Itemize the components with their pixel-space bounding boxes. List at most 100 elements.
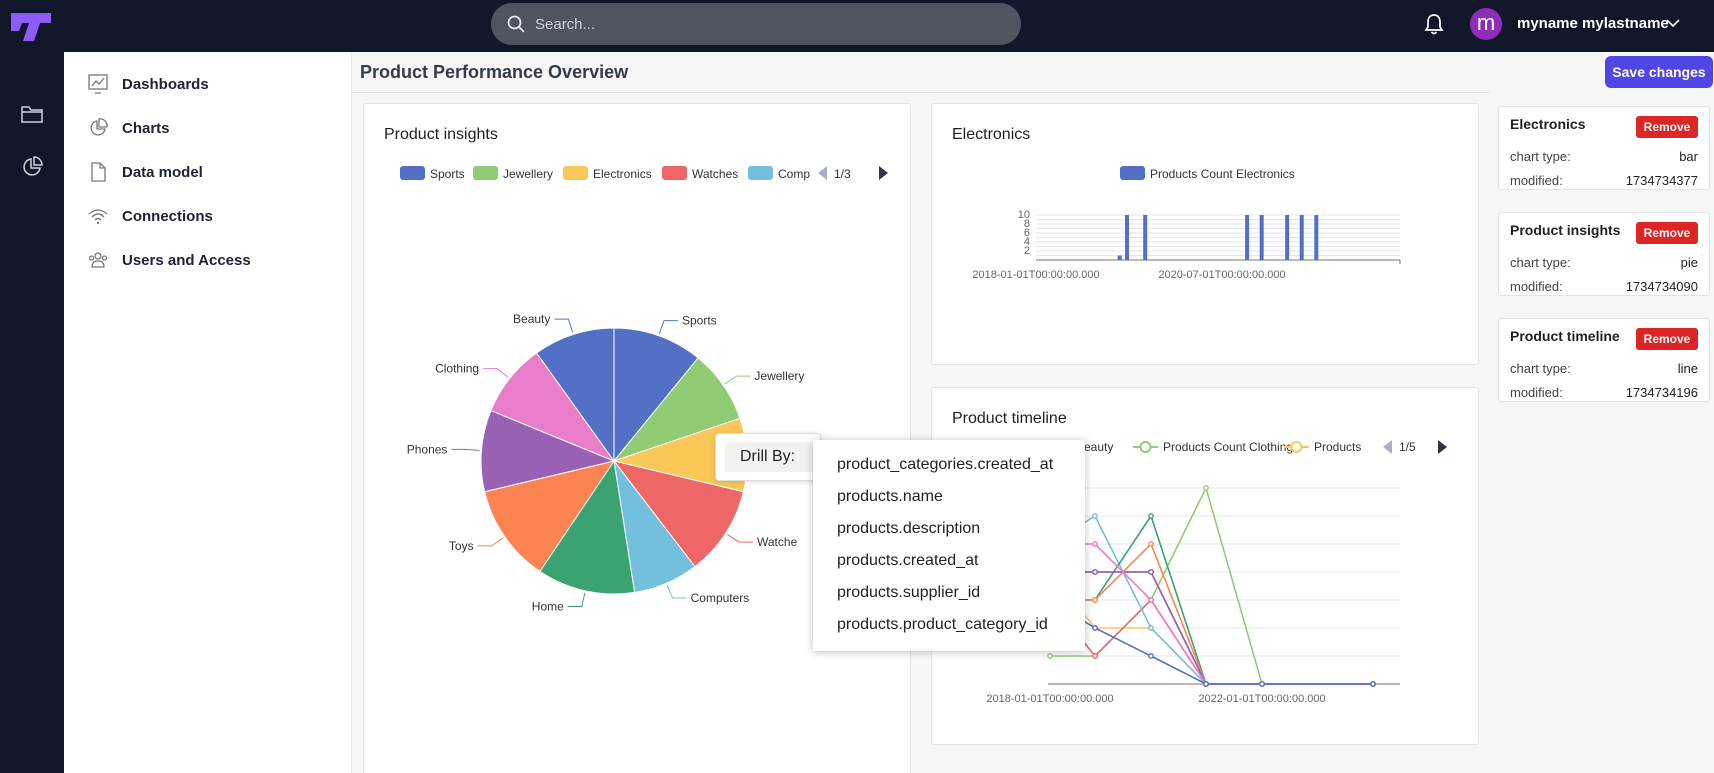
drill-option[interactable]: products.supplier_id xyxy=(837,584,981,601)
bar-electronics[interactable] xyxy=(1143,215,1148,260)
bar-electronics[interactable] xyxy=(1314,215,1319,260)
sidebar-item-users-and-access[interactable]: Users and Access xyxy=(88,246,251,274)
chart-type-label: chart type: xyxy=(1510,255,1571,270)
user-name[interactable]: myname mylastname xyxy=(1517,15,1669,32)
line-series-jewellery[interactable] xyxy=(1050,485,1373,685)
pie-slice-phones[interactable] xyxy=(480,409,616,493)
line-point-home[interactable] xyxy=(1148,513,1154,519)
line-point-phones[interactable] xyxy=(1148,569,1154,575)
bar-electronics[interactable] xyxy=(1245,215,1250,260)
drill-option[interactable]: products.product_category_id xyxy=(837,616,1048,633)
line-point-jewellery[interactable] xyxy=(1047,653,1053,659)
drill-option[interactable]: products.name xyxy=(837,488,943,505)
y-tick-label: 6 xyxy=(1024,227,1030,239)
legend-sports[interactable]: Sports xyxy=(430,167,465,181)
bar-electronics[interactable] xyxy=(1125,215,1129,260)
line-series-beauty[interactable] xyxy=(1049,599,1373,685)
product-timeline-line-chart[interactable]: Beauty Products Count Clothing Products … xyxy=(932,432,1480,732)
line-point-beauty[interactable] xyxy=(1259,681,1265,687)
line-point-phones[interactable] xyxy=(1092,569,1098,575)
modified-row: modified: 1734734090 xyxy=(1510,279,1698,294)
legend-jewellery[interactable]: Jewellery xyxy=(503,167,553,181)
line-point-clothing[interactable] xyxy=(1092,541,1098,547)
legend-products[interactable]: Products xyxy=(1314,440,1361,454)
legend-prev-icon[interactable] xyxy=(818,166,827,180)
pie-label-line xyxy=(451,448,480,452)
line-series-toys[interactable] xyxy=(1050,542,1373,685)
card-title: Product insights xyxy=(384,126,498,143)
side-item-title: Product timeline xyxy=(1510,328,1620,344)
pie-slice-watches[interactable] xyxy=(612,460,744,568)
search-input[interactable] xyxy=(535,3,1005,45)
bar-electronics[interactable] xyxy=(1285,215,1290,260)
chart-type-value: bar xyxy=(1679,149,1698,164)
legend-computers[interactable]: Comp xyxy=(778,167,810,181)
legend-marker-products xyxy=(1290,441,1303,453)
pie-label-sports: Sports xyxy=(682,314,717,328)
search-bar[interactable] xyxy=(491,3,1021,45)
pie-label-jewellery: Jewellery xyxy=(754,369,804,383)
legend-watches[interactable]: Watches xyxy=(692,167,738,181)
side-list-item-product-timeline[interactable]: Product timeline Remove chart type: line … xyxy=(1498,318,1710,402)
chart-type-row: chart type: line xyxy=(1510,361,1698,376)
chevron-down-icon[interactable] xyxy=(1665,18,1681,28)
sidebar-item-label: Users and Access xyxy=(122,251,251,269)
bar-electronics[interactable] xyxy=(1117,255,1122,261)
save-changes-button[interactable]: Save changes xyxy=(1605,56,1713,88)
line-point-beauty[interactable] xyxy=(1203,681,1209,687)
avatar[interactable]: m xyxy=(1470,8,1502,40)
line-point-beauty[interactable] xyxy=(1148,653,1154,659)
legend-products-count-clothing[interactable]: Products Count Clothing xyxy=(1163,440,1293,454)
drill-option[interactable]: products.description xyxy=(837,520,981,537)
sidebar-item-data-model[interactable]: Data model xyxy=(88,158,203,186)
folder-icon[interactable] xyxy=(20,104,44,124)
side-list-item-product-insights[interactable]: Product insights Remove chart type: pie m… xyxy=(1498,212,1710,296)
app-logo-icon[interactable] xyxy=(9,10,53,44)
sidebar-item-dashboards[interactable]: Dashboards xyxy=(88,70,209,98)
pie-slice-toys[interactable] xyxy=(484,460,616,573)
legend-next-icon[interactable] xyxy=(1438,440,1447,454)
legend-products-count-electronics[interactable]: Products Count Electronics xyxy=(1150,167,1295,181)
legend-swatch-electronics xyxy=(563,166,588,180)
remove-button[interactable]: Remove xyxy=(1636,116,1698,138)
remove-button[interactable]: Remove xyxy=(1636,222,1698,244)
line-point-beauty[interactable] xyxy=(1092,625,1098,631)
side-list-item-electronics[interactable]: Electronics Remove chart type: bar modifi… xyxy=(1498,106,1710,190)
drill-option[interactable]: products.created_at xyxy=(837,552,979,569)
pie-label-line xyxy=(666,584,687,599)
drill-option[interactable]: product_categories.created_at xyxy=(837,456,1054,473)
line-point-computers[interactable] xyxy=(1092,513,1098,519)
card-title: Product timeline xyxy=(952,410,1067,427)
line-series-clothing[interactable] xyxy=(1050,543,1373,685)
sidebar-item-label: Connections xyxy=(122,207,213,225)
sidebar-item-connections[interactable]: Connections xyxy=(88,202,213,230)
notification-bell-icon[interactable] xyxy=(1424,13,1444,35)
line-point-computers[interactable] xyxy=(1148,625,1154,631)
product-insights-pie-chart[interactable]: Sports Jewellery Electronics Watches Com… xyxy=(364,144,912,764)
pie-chart-icon[interactable] xyxy=(20,155,44,179)
legend-page: 1/5 xyxy=(1399,440,1416,454)
legend-beauty[interactable]: Beauty xyxy=(1076,440,1113,454)
pie-slice-home[interactable] xyxy=(539,459,636,595)
modified-value: 1734734377 xyxy=(1625,173,1698,188)
line-point-jewellery[interactable] xyxy=(1203,485,1209,491)
bar-electronics[interactable] xyxy=(1259,215,1264,260)
bar-electronics[interactable] xyxy=(1299,215,1304,260)
pie-label-phones: Phones xyxy=(407,442,448,456)
line-point-watches[interactable] xyxy=(1092,653,1098,659)
pie-slice-sports[interactable] xyxy=(613,327,699,463)
line-point-toys[interactable] xyxy=(1092,597,1098,603)
legend-prev-icon[interactable] xyxy=(1383,440,1392,454)
line-point-clothing[interactable] xyxy=(1148,597,1154,603)
line-point-beauty[interactable] xyxy=(1370,681,1376,687)
pie-slice-beauty[interactable] xyxy=(535,327,615,463)
sidebar-item-charts[interactable]: Charts xyxy=(88,114,170,142)
line-point-toys[interactable] xyxy=(1148,541,1154,547)
x-tick-label: 2022-01-01T00:00:00.000 xyxy=(1198,693,1325,705)
legend-electronics[interactable]: Electronics xyxy=(593,167,652,181)
line-series-watches[interactable] xyxy=(1049,598,1373,685)
pie-label-computers: Computers xyxy=(691,591,750,605)
remove-button[interactable]: Remove xyxy=(1636,328,1698,350)
legend-next-icon[interactable] xyxy=(879,166,888,180)
